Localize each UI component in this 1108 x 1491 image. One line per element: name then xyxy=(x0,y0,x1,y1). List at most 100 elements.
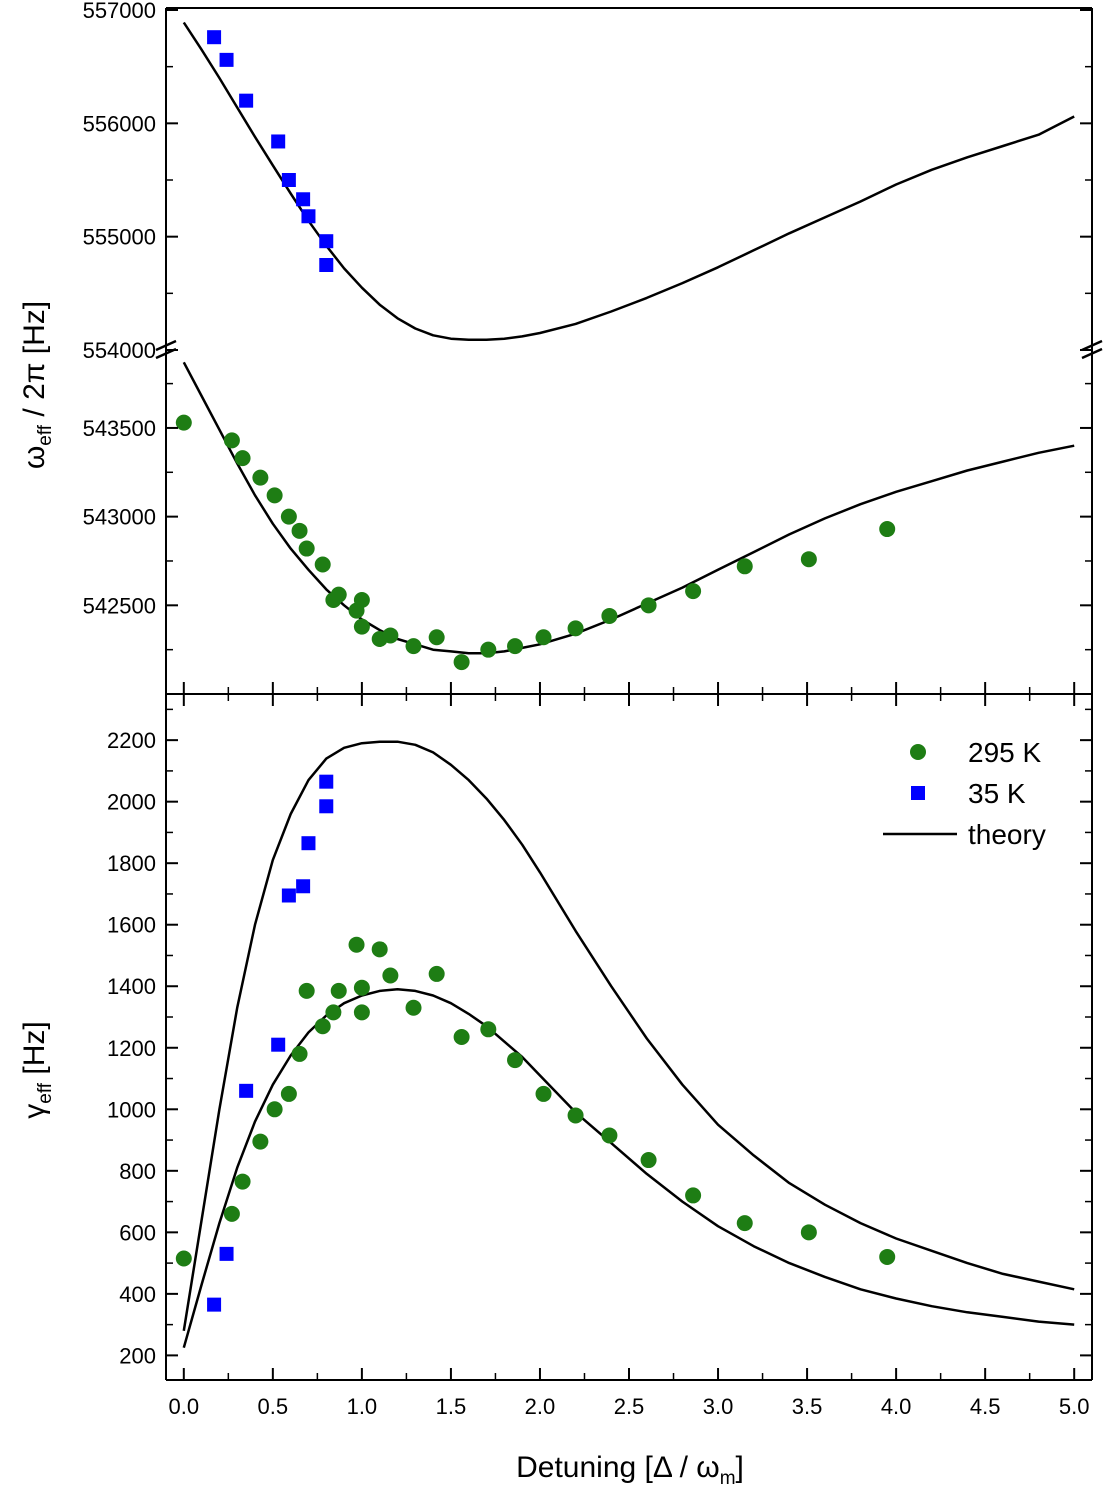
data-point-295k-top xyxy=(800,551,817,568)
data-point-35k-bottom xyxy=(271,1037,286,1052)
data-point-295k-top xyxy=(291,522,308,539)
bottom-y-tick-label: 2200 xyxy=(107,728,156,753)
legend-marker-295k xyxy=(910,744,926,760)
data-point-295k-bottom xyxy=(234,1173,251,1190)
data-point-295k-bottom xyxy=(175,1250,192,1267)
data-point-35k-bottom xyxy=(319,774,334,789)
top-lower-y-tick-label: 543000 xyxy=(83,505,156,530)
bottom-y-tick-label: 1400 xyxy=(107,974,156,999)
x-tick-label: 3.0 xyxy=(703,1394,734,1419)
data-point-295k-bottom xyxy=(453,1029,470,1045)
x-tick-label: 5.0 xyxy=(1059,1394,1090,1419)
data-point-295k-bottom xyxy=(736,1215,753,1232)
y-axis-title-damping: γeff [Hz] xyxy=(18,1021,56,1118)
bottom-y-tick-label: 2000 xyxy=(107,790,156,815)
x-axis-title: Detuning [Δ / ωm] xyxy=(516,1451,744,1489)
data-point-295k-top xyxy=(601,607,618,624)
data-point-295k-top xyxy=(330,586,347,603)
data-point-295k-bottom xyxy=(405,999,422,1016)
data-point-295k-bottom xyxy=(601,1127,618,1144)
data-point-295k-top xyxy=(685,583,702,600)
data-point-295k-bottom xyxy=(223,1205,240,1222)
legend-label: theory xyxy=(968,819,1046,850)
top-lower-y-tick-label: 543500 xyxy=(83,416,156,441)
data-point-35k-bottom xyxy=(281,888,296,903)
data-point-295k-top xyxy=(879,521,896,538)
data-point-295k-top xyxy=(382,627,399,644)
legend-label: 295 K xyxy=(968,737,1041,768)
data-point-295k-top xyxy=(535,629,552,646)
data-point-295k-bottom xyxy=(428,965,445,982)
data-point-295k-top xyxy=(453,654,470,671)
top-lower-y-tick-label: 542500 xyxy=(83,593,156,618)
bottom-y-tick-label: 1600 xyxy=(107,913,156,938)
axis-break-mark-left-upper xyxy=(155,339,177,352)
top-upper-y-tick-label: 557000 xyxy=(83,0,156,23)
data-point-35k-bottom xyxy=(301,836,316,851)
data-point-35k-top xyxy=(301,209,316,224)
data-point-295k-bottom xyxy=(353,1004,370,1021)
data-point-295k-top xyxy=(223,432,240,449)
x-tick-label: 1.0 xyxy=(347,1394,378,1419)
data-point-295k-top xyxy=(353,591,370,608)
axis-break-mark-right-lower xyxy=(1081,347,1103,360)
data-point-295k-bottom xyxy=(325,1004,342,1021)
data-point-35k-bottom xyxy=(207,1297,222,1312)
data-points-layer xyxy=(175,30,896,1312)
data-point-295k-top xyxy=(405,638,422,655)
theory-curve-295k xyxy=(182,988,1075,1349)
data-point-295k-top xyxy=(175,414,192,431)
data-point-295k-top xyxy=(266,487,283,504)
x-tick-label: 2.5 xyxy=(614,1394,645,1419)
text-layer: 554000 555000 556000 557000 542500 543000 5435… xyxy=(18,0,1089,1489)
legend-marker-35k xyxy=(911,786,925,800)
x-tick-label: 4.5 xyxy=(970,1394,1001,1419)
data-point-295k-bottom xyxy=(879,1248,896,1265)
data-point-35k-top xyxy=(271,134,286,149)
data-point-295k-bottom xyxy=(382,967,399,984)
theory-curve-upper xyxy=(182,21,1075,342)
top-upper-y-tick-label: 554000 xyxy=(83,338,156,363)
bottom-y-tick-label: 1800 xyxy=(107,851,156,876)
x-tick-label: 0.0 xyxy=(169,1394,200,1419)
data-point-35k-top xyxy=(219,52,234,67)
y-axis-title-frequency: ωeff / 2π [Hz] xyxy=(18,301,56,469)
data-point-295k-top xyxy=(480,641,497,658)
data-point-35k-bottom xyxy=(219,1246,234,1261)
data-point-295k-top xyxy=(640,597,657,614)
data-point-295k-bottom xyxy=(266,1101,283,1118)
data-point-295k-top xyxy=(736,558,753,575)
data-point-295k-bottom xyxy=(371,941,388,958)
x-tick-label: 1.5 xyxy=(436,1394,467,1419)
x-tick-label: 2.0 xyxy=(525,1394,556,1419)
data-point-295k-bottom xyxy=(348,936,365,953)
x-tick-label: 4.0 xyxy=(881,1394,912,1419)
data-point-295k-bottom xyxy=(685,1187,702,1204)
data-point-295k-top xyxy=(428,629,445,646)
data-point-35k-bottom xyxy=(239,1083,254,1098)
top-upper-y-tick-label: 556000 xyxy=(83,111,156,136)
data-point-35k-top xyxy=(296,192,311,207)
legend-label: 35 K xyxy=(968,778,1026,809)
data-point-295k-bottom xyxy=(330,982,347,999)
axes-layer xyxy=(155,7,1103,1381)
data-point-295k-top xyxy=(353,618,370,635)
data-point-295k-top xyxy=(314,556,331,573)
bottom-y-tick-label: 1200 xyxy=(107,1036,156,1061)
x-tick-label: 3.5 xyxy=(792,1394,823,1419)
data-point-295k-bottom xyxy=(567,1107,584,1124)
axis-break-mark-right-upper xyxy=(1081,339,1103,352)
data-point-295k-bottom xyxy=(480,1021,497,1038)
data-point-295k-top xyxy=(298,540,315,557)
bottom-y-tick-label: 200 xyxy=(119,1343,156,1368)
x-tick-label: 0.5 xyxy=(258,1394,289,1419)
data-point-295k-top xyxy=(280,508,297,525)
data-point-295k-top xyxy=(252,469,269,486)
data-point-295k-bottom xyxy=(535,1085,552,1102)
data-point-295k-bottom xyxy=(291,1045,308,1062)
data-point-35k-top xyxy=(319,258,334,272)
bottom-y-tick-label: 1000 xyxy=(107,1097,156,1122)
data-point-35k-bottom xyxy=(296,879,311,894)
